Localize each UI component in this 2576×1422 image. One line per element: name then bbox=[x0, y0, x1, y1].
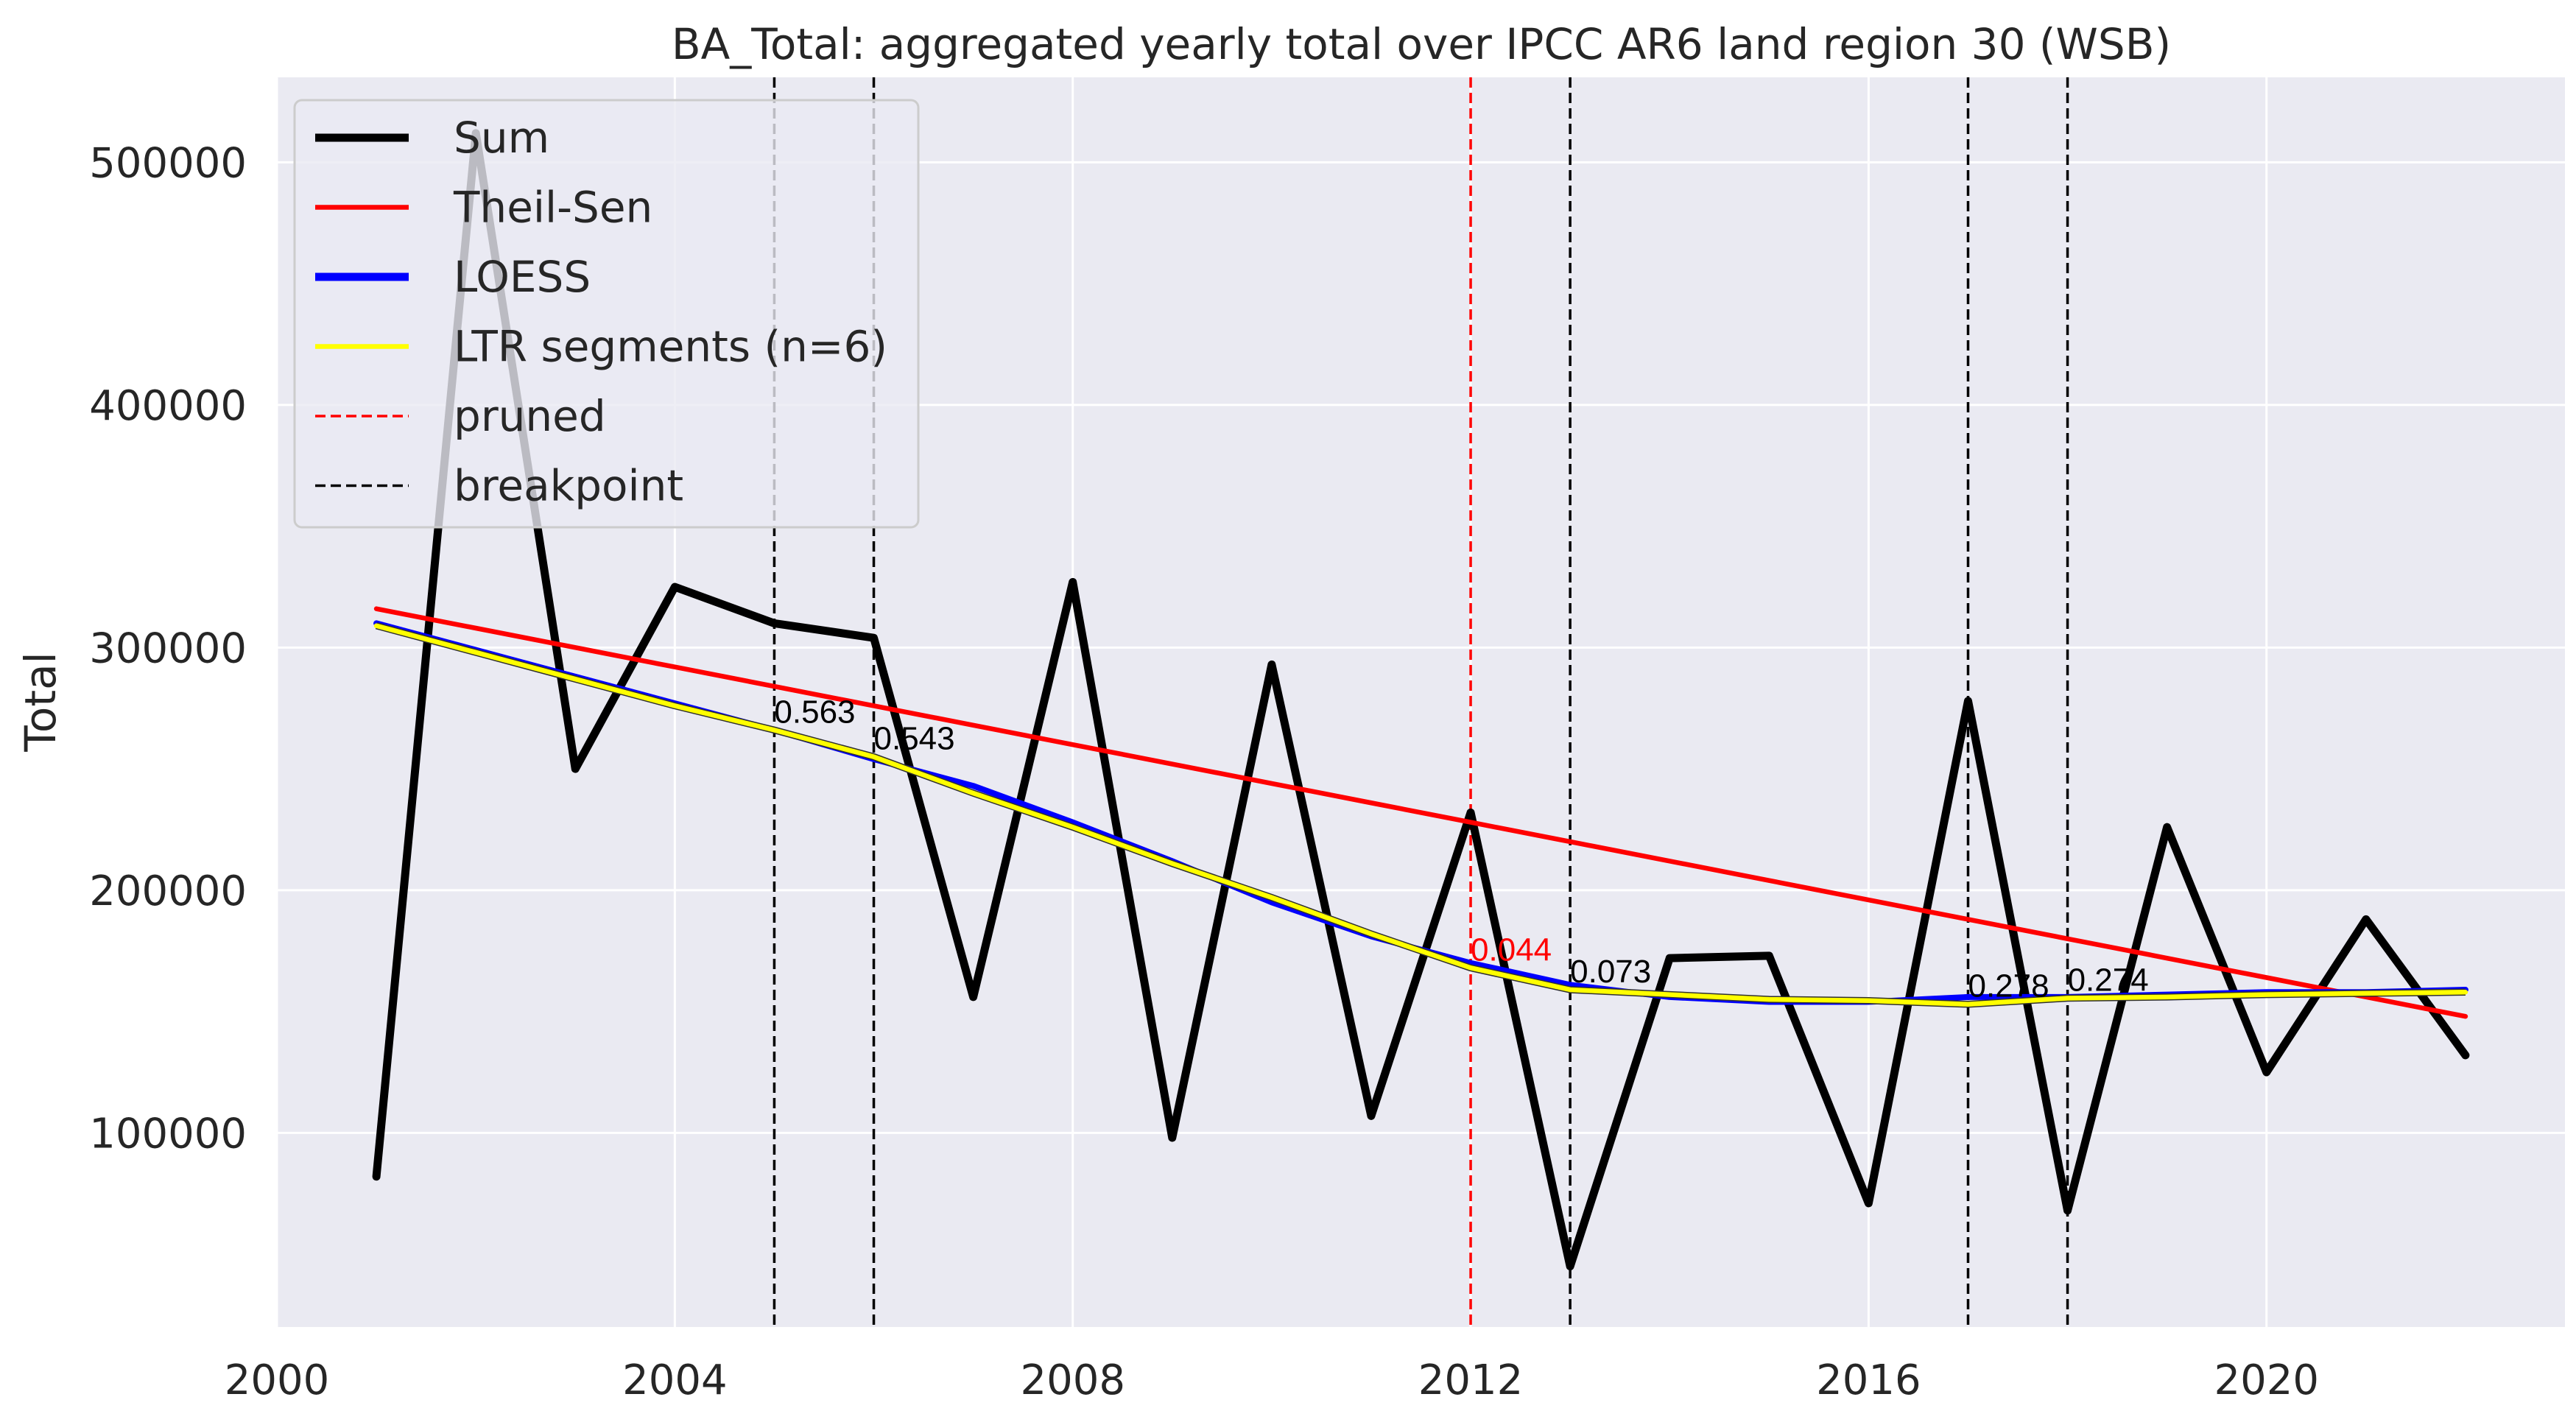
legend-label: Theil-Sen bbox=[453, 183, 652, 233]
legend-label: LOESS bbox=[454, 252, 591, 302]
x-tick-label: 2008 bbox=[1020, 1356, 1125, 1404]
y-tick-label: 500000 bbox=[89, 139, 247, 187]
legend-label: Sum bbox=[454, 113, 549, 163]
breakpoint-label: 0.563 bbox=[774, 694, 855, 730]
breakpoint-labels: 0.563 0.543 0.073 0.278 0.274 0.044 bbox=[774, 694, 2148, 1004]
y-axis-label: Total bbox=[15, 652, 66, 752]
breakpoint-label: 0.278 bbox=[1968, 968, 2049, 1004]
x-tick-label: 2004 bbox=[622, 1356, 728, 1404]
pruned-label: 0.044 bbox=[1471, 932, 1552, 968]
y-tick-label: 400000 bbox=[89, 382, 247, 430]
legend: Sum Theil-Sen LOESS LTR segments (n=6) prune… bbox=[293, 99, 920, 529]
x-tick-label: 2012 bbox=[1418, 1356, 1524, 1404]
chart-title: BA_Total: aggregated yearly total over I… bbox=[672, 19, 2171, 69]
legend-label: pruned bbox=[454, 391, 606, 441]
legend-box bbox=[293, 99, 920, 529]
series-theil-sen bbox=[373, 606, 2468, 1019]
series-sum bbox=[372, 129, 2470, 1271]
legend-label: breakpoint bbox=[454, 461, 683, 511]
x-tick-label: 2020 bbox=[2214, 1356, 2319, 1404]
breakpoint-label: 0.543 bbox=[874, 721, 955, 757]
grid bbox=[275, 77, 2565, 1327]
legend-label: LTR segments (n=6) bbox=[454, 322, 887, 372]
y-tick-label: 200000 bbox=[89, 867, 247, 915]
breakpoint-label: 0.073 bbox=[1570, 954, 1651, 990]
y-tick-label: 100000 bbox=[89, 1110, 247, 1158]
series-group bbox=[372, 129, 2470, 1271]
y-tick-label: 300000 bbox=[89, 624, 247, 672]
x-tick-label: 2016 bbox=[1816, 1356, 1921, 1404]
breakpoint-label: 0.274 bbox=[2068, 962, 2149, 999]
ticks: 2000 2004 2008 2012 2016 2020 100000 200000 3000… bbox=[89, 139, 2319, 1404]
x-tick-label: 2000 bbox=[225, 1356, 330, 1404]
series-ltr-segments bbox=[373, 623, 2468, 1007]
